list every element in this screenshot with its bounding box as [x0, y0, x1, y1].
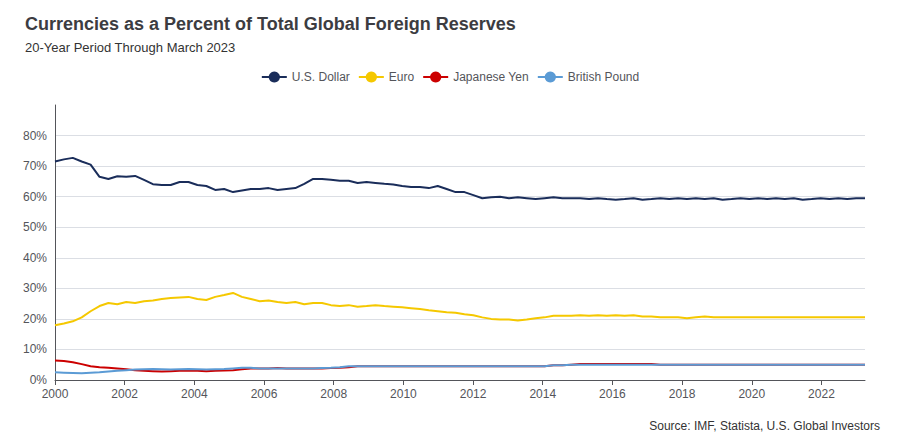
- svg-text:2022: 2022: [808, 387, 835, 401]
- svg-text:2014: 2014: [529, 387, 556, 401]
- svg-text:60%: 60%: [23, 190, 47, 204]
- svg-text:2004: 2004: [181, 387, 208, 401]
- svg-text:British Pound: British Pound: [568, 70, 639, 84]
- svg-text:20-Year Period Through March 2: 20-Year Period Through March 2023: [25, 40, 235, 55]
- svg-text:U.S. Dollar: U.S. Dollar: [292, 70, 350, 84]
- svg-text:Source: IMF, Statista, U.S. Gl: Source: IMF, Statista, U.S. Global Inves…: [649, 419, 880, 433]
- svg-text:40%: 40%: [23, 251, 47, 265]
- svg-text:30%: 30%: [23, 281, 47, 295]
- svg-text:2006: 2006: [251, 387, 278, 401]
- svg-text:70%: 70%: [23, 159, 47, 173]
- svg-text:2020: 2020: [738, 387, 765, 401]
- svg-text:2010: 2010: [390, 387, 417, 401]
- svg-text:10%: 10%: [23, 342, 47, 356]
- svg-text:Currencies as a Percent of Tot: Currencies as a Percent of Total Global …: [25, 14, 516, 34]
- svg-text:Euro: Euro: [389, 70, 415, 84]
- svg-text:Japanese Yen: Japanese Yen: [453, 70, 528, 84]
- svg-text:0%: 0%: [30, 373, 48, 387]
- svg-text:2008: 2008: [320, 387, 347, 401]
- svg-text:2002: 2002: [111, 387, 138, 401]
- svg-text:20%: 20%: [23, 312, 47, 326]
- svg-text:2012: 2012: [460, 387, 487, 401]
- svg-text:2018: 2018: [669, 387, 696, 401]
- svg-text:2000: 2000: [42, 387, 69, 401]
- svg-text:2016: 2016: [599, 387, 626, 401]
- svg-text:80%: 80%: [23, 129, 47, 143]
- svg-text:50%: 50%: [23, 220, 47, 234]
